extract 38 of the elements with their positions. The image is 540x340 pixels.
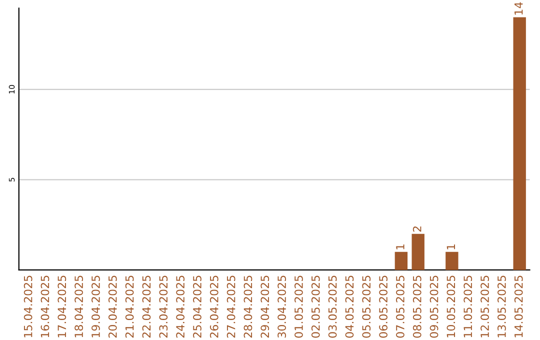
x-tick-label: 01.05.2025: [294, 276, 303, 338]
x-tick-label: 17.04.2025: [58, 276, 66, 338]
x-tick-label: 15.04.2025: [24, 276, 32, 338]
x-tick-label: 28.04.2025: [244, 276, 252, 338]
x-tick-label: 25.04.2025: [193, 276, 202, 338]
x-tick-label: 09.05.2025: [430, 276, 438, 338]
x-tick-label: 27.04.2025: [226, 276, 236, 338]
x-tick-label: 11.05.2025: [464, 276, 472, 338]
x-tick-label: 18.04.2025: [74, 276, 84, 338]
bar: [394, 252, 408, 270]
x-tick-label: 13.05.2025: [497, 276, 506, 338]
x-tick-label: 19.04.2025: [92, 276, 100, 338]
data-label: 1: [396, 244, 404, 250]
bar: [412, 234, 424, 270]
x-tick-label: 02.05.2025: [311, 276, 320, 338]
x-tick-label: 05.05.2025: [362, 276, 371, 338]
x-tick-label: 21.04.2025: [125, 276, 134, 338]
x-tick-label: 29.04.2025: [260, 276, 270, 338]
x-tick-label: 03.05.2025: [328, 276, 337, 338]
data-label: 14: [514, 2, 523, 15]
x-tick-label: 04.05.2025: [345, 276, 354, 338]
x-tick-label: 26.04.2025: [210, 276, 218, 338]
bar: [446, 252, 458, 270]
x-tick-label: 12.05.2025: [480, 276, 489, 338]
x-tick-label: 16.04.2025: [40, 276, 50, 338]
data-label: 1: [446, 244, 455, 250]
x-tick-label: 30.04.2025: [278, 276, 286, 338]
x-tick-label: 23.04.2025: [159, 276, 168, 338]
x-tick-label: 24.04.2025: [176, 276, 185, 338]
x-tick-label: 14.05.2025: [514, 276, 523, 338]
x-tick-label: 22.04.2025: [142, 276, 151, 338]
x-tick-label: 20.04.2025: [108, 276, 117, 338]
bar: [513, 17, 526, 270]
x-tick-label: 06.05.2025: [379, 276, 388, 338]
data-label: 2: [412, 226, 422, 232]
x-tick-label: 10.05.2025: [446, 276, 456, 338]
x-tick-label: 08.05.2025: [412, 276, 422, 338]
x-tick-label: 07.05.2025: [396, 276, 404, 338]
